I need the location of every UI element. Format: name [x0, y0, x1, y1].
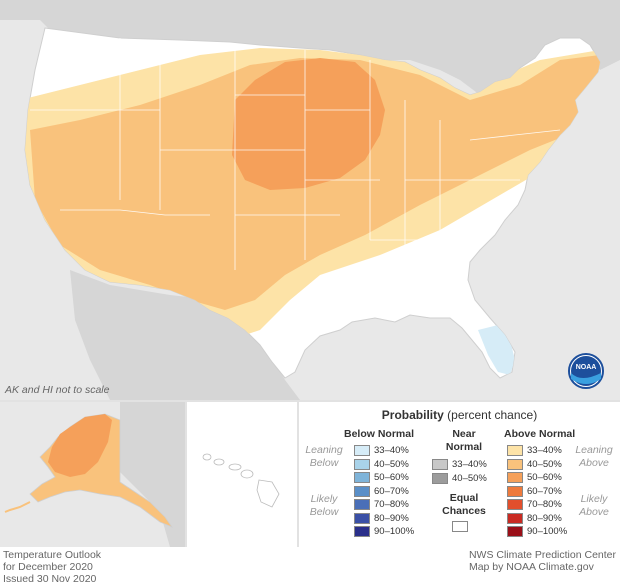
color-swatch	[354, 485, 370, 497]
hawaii-map-svg	[202, 453, 280, 508]
swatch-label: 80–90%	[527, 512, 562, 524]
above-50-60-region	[232, 58, 385, 190]
swatch-label: 33–40%	[452, 459, 487, 470]
color-swatch	[354, 526, 370, 537]
noaa-logo-text: NOAA	[576, 364, 597, 371]
above-40-50-region	[30, 55, 600, 310]
inset-divider-2	[297, 402, 299, 547]
color-swatch	[432, 459, 448, 470]
equal-chances-heading-1: Equal	[449, 492, 479, 504]
legend-title: Probability (percent chance)	[381, 408, 538, 422]
swatch-label: 70–80%	[374, 499, 409, 510]
state-borders	[30, 38, 561, 300]
color-swatch	[507, 512, 523, 524]
equal-chances-swatch	[452, 521, 468, 532]
swatch-label: 40–50%	[527, 458, 562, 470]
swatch-label: 60–70%	[527, 485, 562, 497]
likely-below-label: Likely Below	[309, 493, 339, 518]
contiguous-us-map: NOAA	[0, 0, 620, 400]
swatch-label: 50–60%	[374, 472, 409, 483]
swatch-label: 90–100%	[527, 526, 568, 537]
swatch-label: 90–100%	[374, 526, 415, 537]
color-swatch	[354, 499, 370, 510]
inset-divider-1	[185, 402, 187, 547]
mexico-land	[70, 270, 300, 400]
color-swatch	[354, 458, 370, 470]
likely-above-label: Likely Above	[579, 493, 609, 518]
swatch-label: 40–50%	[452, 472, 487, 484]
aleutian-islands	[4, 501, 31, 513]
issued-date: Issued 30 Nov 2020	[3, 573, 97, 585]
equal-chances-heading-2: Chances	[442, 505, 486, 517]
color-swatch	[354, 472, 370, 483]
color-swatch	[432, 472, 448, 484]
color-swatch	[507, 485, 523, 497]
scale-note: AK and HI not to scale	[5, 384, 110, 396]
noaa-logo: NOAA	[568, 353, 604, 389]
below-normal-heading: Below Normal	[344, 428, 415, 440]
credit-cpc: NWS Climate Prediction Center	[468, 549, 616, 561]
swatch-label: 40–50%	[374, 458, 409, 470]
above-normal-heading: Above Normal	[504, 428, 576, 440]
alaska-inset	[0, 402, 185, 547]
leaning-below-label: Leaning Below	[305, 444, 343, 469]
leaning-above-label: Leaning Above	[575, 444, 613, 469]
color-swatch	[507, 499, 523, 510]
swatch-label: 33–40%	[374, 445, 409, 456]
color-swatch	[354, 445, 370, 456]
color-swatch	[507, 472, 523, 483]
color-swatch	[354, 512, 370, 524]
color-swatch	[507, 526, 523, 537]
swatch-label: 70–80%	[527, 499, 562, 510]
alaska-map-svg	[0, 402, 185, 547]
credits: NWS Climate Prediction Center Map by NOA…	[469, 549, 616, 573]
color-swatch	[507, 458, 523, 470]
us-outlook-map-svg: NOAA	[0, 0, 620, 400]
canada-land	[0, 0, 620, 95]
outlook-info: Temperature Outlook for December 2020 Is…	[3, 549, 101, 585]
probability-shading	[25, 48, 600, 375]
near-normal-heading-1: Near	[452, 428, 476, 440]
swatch-label: 50–60%	[527, 472, 562, 483]
legend: Probability (percent chance) Below Norma…	[299, 402, 620, 547]
horizontal-divider	[0, 400, 620, 402]
canada-land-inset	[120, 402, 185, 547]
swatch-label: 60–70%	[374, 485, 409, 497]
color-swatch	[507, 445, 523, 456]
hawaii-inset	[187, 402, 297, 547]
below-33-40-region	[478, 325, 515, 375]
alaska-above-50-60	[48, 414, 112, 477]
swatch-label: 80–90%	[374, 512, 409, 524]
credit-climate-gov: Map by NOAA Climate.gov	[468, 561, 594, 573]
swatch-label: 33–40%	[527, 445, 562, 456]
outlook-title: Temperature Outlook	[3, 549, 102, 561]
near-normal-heading-2: Normal	[445, 441, 483, 453]
footer: Temperature Outlook for December 2020 Is…	[0, 547, 620, 585]
outlook-period: for December 2020	[3, 561, 93, 573]
